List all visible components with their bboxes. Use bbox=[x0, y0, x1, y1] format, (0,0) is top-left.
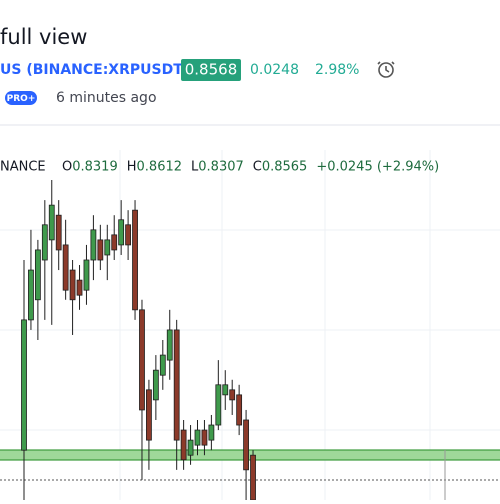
candle-body bbox=[62, 244, 69, 291]
legend-exchange: NANCE bbox=[0, 160, 46, 175]
legend-label: O bbox=[62, 160, 72, 175]
legend-label: L bbox=[191, 160, 199, 175]
candle-body bbox=[159, 354, 166, 376]
candle-body bbox=[132, 209, 138, 311]
change-percent: 2.98% bbox=[315, 62, 359, 78]
zone-band bbox=[0, 449, 500, 461]
candles bbox=[21, 180, 256, 501]
updated: 6 minutes ago bbox=[56, 90, 157, 106]
candle-body bbox=[194, 429, 201, 446]
candle-body bbox=[139, 309, 145, 411]
candle-body bbox=[229, 389, 236, 401]
price: 0.8568 bbox=[185, 61, 238, 79]
candle-body bbox=[146, 389, 152, 441]
legend-label: C bbox=[253, 160, 262, 175]
title: full view bbox=[0, 25, 87, 49]
pro-badge-text: PRO+ bbox=[7, 94, 36, 104]
candle-body bbox=[118, 219, 125, 246]
candle-body bbox=[222, 384, 229, 396]
candle-body bbox=[69, 269, 76, 301]
candle-body bbox=[201, 429, 208, 446]
candle-body bbox=[243, 419, 249, 471]
pro-badge bbox=[5, 91, 37, 105]
candle-body bbox=[34, 249, 41, 301]
candle-body bbox=[76, 279, 83, 296]
candle-body bbox=[236, 394, 243, 426]
candle-body bbox=[97, 239, 104, 261]
symbol[interactable]: US (BINANCE:XRPUSDT) bbox=[0, 62, 189, 78]
candle-body bbox=[180, 429, 187, 461]
change: 0.0248 bbox=[250, 62, 299, 78]
chart-grid bbox=[0, 150, 500, 500]
legend-value: 0.8565 bbox=[262, 160, 308, 175]
candle-body bbox=[41, 224, 48, 261]
candle-body bbox=[166, 329, 173, 361]
candle-body bbox=[250, 454, 256, 501]
candle-body bbox=[104, 239, 111, 256]
alert-icon[interactable] bbox=[377, 61, 395, 78]
legend: O 0.8319 H 0.8612 L 0.8307 C 0.8565 +0.0245 (+2.… bbox=[62, 160, 439, 175]
candle-body bbox=[48, 204, 55, 241]
candle-body bbox=[111, 234, 118, 251]
legend-change: +0.0245 (+2.94%) bbox=[316, 160, 439, 175]
candle-body bbox=[28, 269, 34, 321]
candle-body bbox=[55, 214, 62, 251]
candle-body bbox=[208, 424, 215, 441]
candle-body bbox=[90, 229, 97, 261]
candle-body bbox=[125, 224, 131, 246]
legend-label: H bbox=[127, 160, 137, 175]
candle-body bbox=[21, 319, 27, 451]
legend-value: 0.8307 bbox=[198, 160, 244, 175]
candle-body bbox=[83, 259, 90, 291]
candle-body bbox=[173, 329, 180, 441]
legend-value: 0.8319 bbox=[72, 160, 118, 175]
candle-body bbox=[215, 384, 222, 426]
price-badge bbox=[181, 59, 241, 81]
candle-body bbox=[187, 439, 194, 456]
candle-body bbox=[152, 369, 159, 401]
legend-value: 0.8612 bbox=[137, 160, 183, 175]
